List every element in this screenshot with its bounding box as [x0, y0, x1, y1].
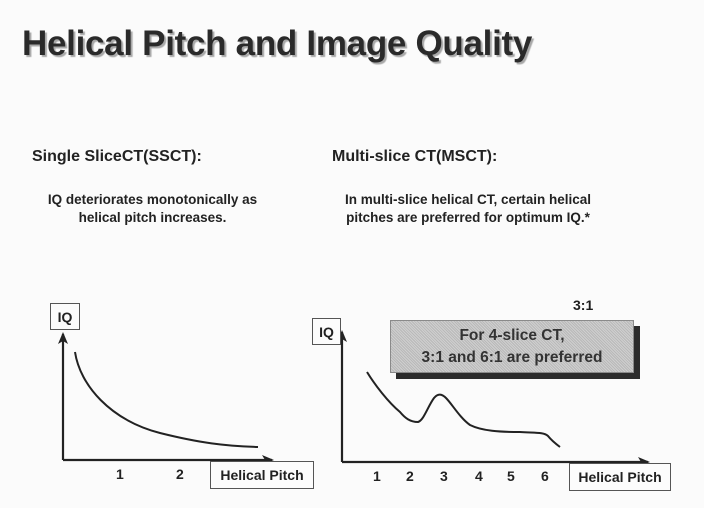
left-x-tick-1: 1 — [116, 466, 124, 482]
callout-line1: For 4-slice CT, — [459, 326, 565, 344]
left-y-axis-label: IQ — [50, 303, 80, 330]
ssct-description-line1: IQ deteriorates monotonically as — [47, 192, 258, 207]
ssct-description: IQ deteriorates monotonically as helical… — [20, 191, 285, 227]
right-x-tick-1: 1 — [373, 468, 381, 484]
left-chart-curve — [74, 351, 259, 448]
slide-title: Helical Pitch and Image Quality — [22, 24, 533, 63]
callout-line2: 3:1 and 6:1 are preferred — [421, 348, 603, 366]
msct-description-line2: pitches are preferred for optimum IQ.* — [346, 210, 590, 225]
right-x-tick-4: 4 — [475, 468, 483, 484]
right-x-tick-2: 2 — [406, 468, 414, 484]
left-chart-axes — [58, 332, 274, 465]
msct-description: In multi-slice helical CT, certain helic… — [318, 191, 618, 227]
right-x-tick-6: 6 — [541, 468, 549, 484]
right-x-axis-label: Helical Pitch — [569, 463, 671, 491]
ssct-description-line2: helical pitch increases. — [78, 210, 227, 225]
right-chart-curve — [366, 371, 561, 448]
right-x-tick-5: 5 — [507, 468, 515, 484]
right-x-tick-3: 3 — [440, 468, 448, 484]
msct-description-line1: In multi-slice helical CT, certain helic… — [344, 192, 592, 207]
msct-heading: Multi-slice CT(MSCT): — [332, 148, 498, 165]
right-y-axis-label: IQ — [312, 318, 341, 345]
ssct-heading: Single SliceCT(SSCT): — [32, 148, 202, 165]
right-chart-axes — [337, 330, 650, 467]
left-x-axis-label: Helical Pitch — [210, 461, 314, 489]
left-x-tick-2: 2 — [176, 466, 184, 482]
preferred-pitch-callout: For 4-slice CT, 3:1 and 6:1 are preferre… — [390, 320, 634, 373]
ratio-label: 3:1 — [573, 297, 594, 313]
